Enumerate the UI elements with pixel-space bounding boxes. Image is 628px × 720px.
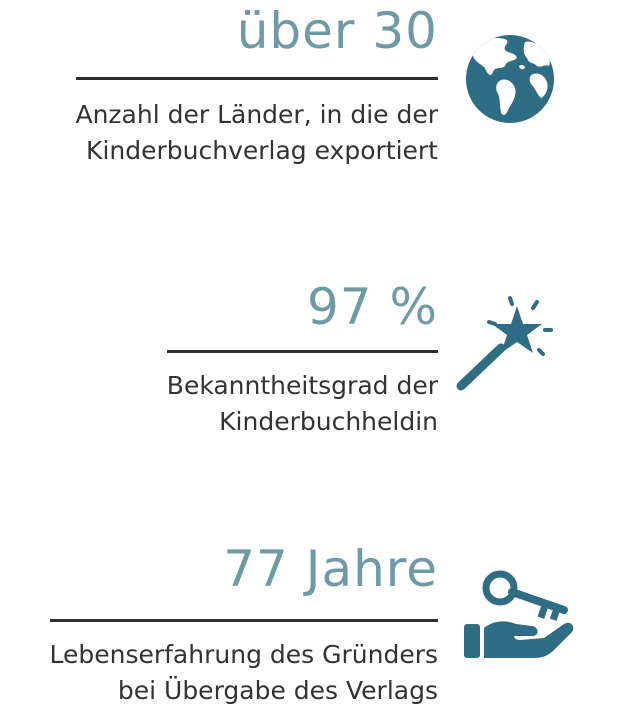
stat-description: Anzahl der Länder, in die der Kinderbuch… [75,97,438,169]
hand-key-icon [460,570,576,660]
stat-awareness: 97 % Bekanntheitsgrad der Kinderbuchheld… [0,270,628,470]
stat-description-line: Anzahl der Länder, in die der [75,100,438,129]
stat-countries: über 30 Anzahl der Länder, in die der Ki… [0,0,628,200]
stat-description-line: Kinderbuchheldin [219,407,438,436]
stat-value: 77 Jahre [223,540,438,598]
stat-description: Lebenserfahrung des Gründers bei Übergab… [49,637,438,709]
stat-description-line: Kinderbuchverlag exportiert [86,136,438,165]
stat-description-line: bei Übergabe des Verlags [117,676,438,705]
stat-founder-age: 77 Jahre Lebenserfahrung des Gründers be… [0,530,628,720]
stat-divider [50,619,438,622]
stat-description-line: Lebenserfahrung des Gründers [49,640,438,669]
globe-icon [463,32,557,126]
stat-value: 97 % [306,278,438,336]
stat-divider [167,350,438,353]
magic-wand-icon [455,292,555,392]
stat-divider [76,77,438,80]
stat-description-line: Bekanntheitsgrad der [166,371,438,400]
stat-value: über 30 [236,2,438,60]
stat-description: Bekanntheitsgrad der Kinderbuchheldin [167,368,438,440]
